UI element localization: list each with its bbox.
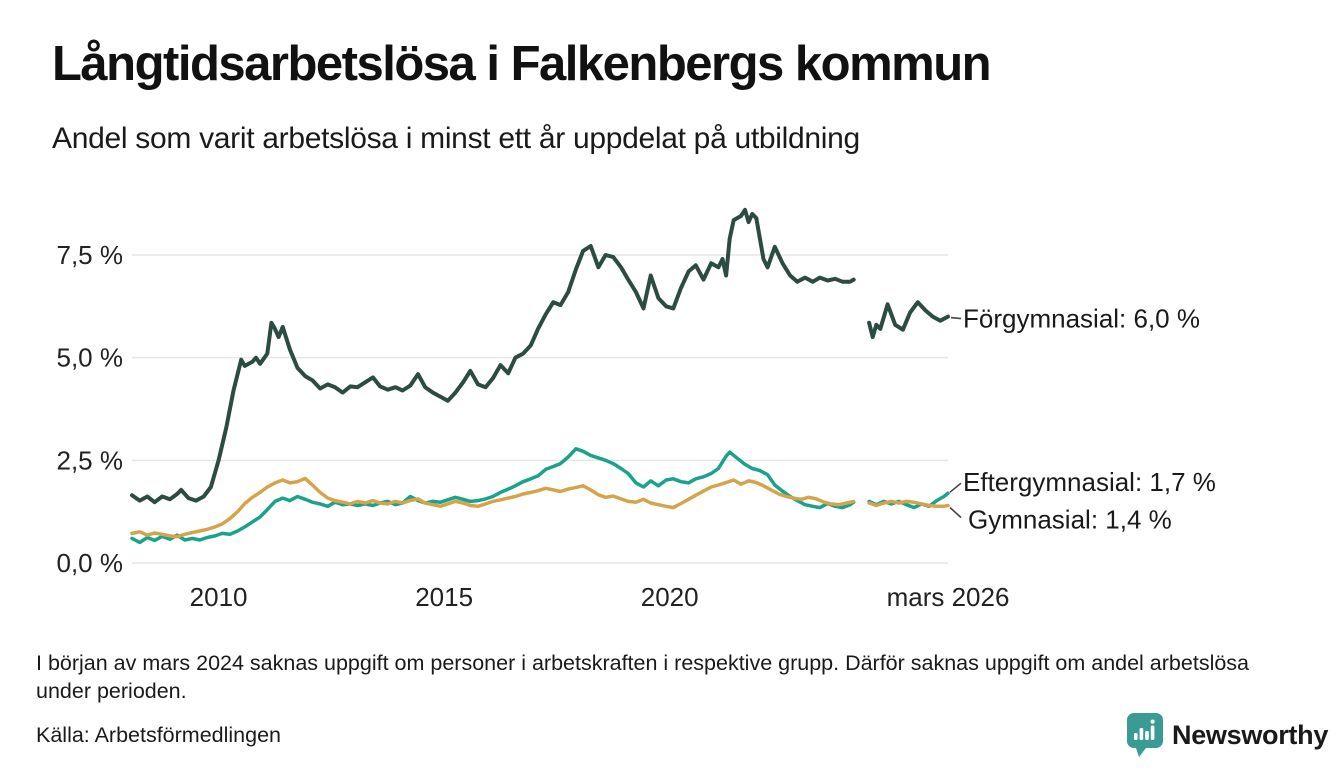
gridlines <box>132 254 948 564</box>
exclamation-dot <box>1150 719 1155 724</box>
newsworthy-logo: Newsworthy <box>1126 712 1328 758</box>
connector-line <box>949 482 962 493</box>
y-tick-label: 0,0 % <box>57 548 124 578</box>
series-end-label-förgymnasial: Förgymnasial: 6,0 % <box>963 304 1200 334</box>
series-end-label-eftergymnasial: Eftergymnasial: 1,7 % <box>963 467 1216 497</box>
y-tick-label: 2,5 % <box>57 445 124 475</box>
series-end-label-gymnasial: Gymnasial: 1,4 % <box>968 505 1172 535</box>
speech-bubble-shape <box>1127 713 1163 757</box>
series-end-labels: Förgymnasial: 6,0 % Eftergymnasial: 1,7 %… <box>963 304 1216 535</box>
page-title: Långtidsarbetslösa i Falkenbergs kommun <box>52 37 992 91</box>
y-axis-labels: 0,0 % 2,5 % 5,0 % 7,5 % <box>57 240 124 578</box>
x-axis-labels: 2010 2015 2020 mars 2026 <box>190 582 1010 612</box>
x-tick-label: 2020 <box>641 582 699 612</box>
newsworthy-bubble-chart-icon <box>1127 713 1163 757</box>
y-tick-label: 5,0 % <box>57 343 124 373</box>
x-tick-label: mars 2026 <box>887 582 1010 612</box>
x-tick-label: 2010 <box>190 582 248 612</box>
exclamation-bar <box>1150 725 1155 740</box>
bar-1 <box>1134 733 1138 740</box>
series-line-förgymnasial <box>130 207 950 505</box>
label-connectors <box>949 316 962 519</box>
source-label: Källa: Arbetsförmedlingen <box>36 723 282 747</box>
footnote-text: I början av mars 2024 saknas uppgift om … <box>36 651 1250 703</box>
series-line-gymnasial <box>130 476 950 539</box>
bar-3 <box>1145 731 1149 740</box>
y-tick-label: 7,5 % <box>57 240 124 270</box>
bar-2 <box>1139 728 1144 740</box>
page-subtitle: Andel som varit arbetslösa i minst ett å… <box>52 122 860 155</box>
connector-line <box>949 506 962 519</box>
newsworthy-wordmark: Newsworthy <box>1172 719 1329 750</box>
connector-line <box>950 316 962 320</box>
series-lines <box>130 207 950 545</box>
x-tick-label: 2015 <box>415 582 473 612</box>
